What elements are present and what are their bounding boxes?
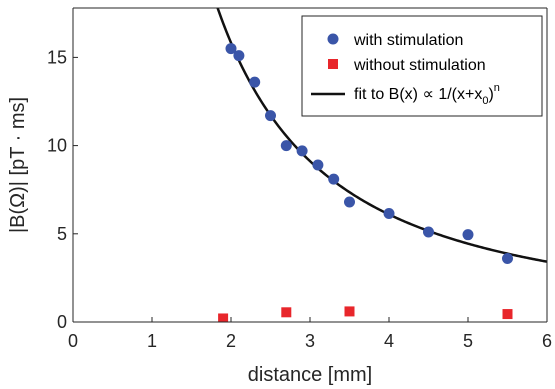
data-point-with-stimulation [328, 173, 340, 185]
x-axis-label: distance [mm] [248, 364, 372, 386]
data-point-with-stimulation [225, 43, 237, 55]
data-point-with-stimulation [383, 208, 395, 220]
data-point-with-stimulation [502, 252, 513, 264]
x-tick-label: 5 [463, 331, 473, 351]
data-point-with-stimulation [233, 50, 245, 62]
y-tick-label: 0 [57, 312, 67, 332]
legend: with stimulation without stimulation fit… [301, 15, 543, 117]
data-point-with-stimulation [280, 140, 292, 152]
y-tick-label: 15 [47, 47, 67, 67]
legend-box [301, 15, 543, 117]
x-tick-label: 1 [147, 331, 157, 351]
x-tick-label: 2 [226, 331, 236, 351]
x-tick-label: 6 [542, 331, 552, 351]
y-tick-label: 5 [57, 224, 67, 244]
x-tick-label: 0 [68, 331, 78, 351]
x-tick-label: 4 [384, 331, 394, 351]
y-tick-label: 10 [47, 136, 67, 156]
data-point-with-stimulation [249, 76, 261, 88]
data-point-without-stimulation [502, 309, 513, 320]
legend-marker-with-stimulation [327, 33, 339, 45]
data-point-with-stimulation [265, 110, 276, 122]
data-point-with-stimulation [462, 229, 474, 241]
legend-label-fit: fit to B(x) ∝ 1/(x+x0)n [354, 82, 500, 107]
legend-label-with-stimulation: with stimulation [353, 32, 463, 49]
data-point-with-stimulation [312, 159, 324, 171]
legend-marker-without-stimulation [328, 59, 338, 69]
data-point-with-stimulation [423, 226, 434, 238]
x-tick-label: 3 [305, 331, 315, 351]
data-point-with-stimulation [296, 145, 308, 157]
data-point-with-stimulation [344, 196, 355, 208]
legend-label-without-stimulation: without stimulation [353, 57, 486, 74]
data-point-without-stimulation [344, 306, 355, 317]
y-axis-label: |B(Ω)| [pT · ms] [7, 97, 29, 233]
data-point-without-stimulation [281, 307, 292, 318]
data-point-without-stimulation [218, 313, 229, 322]
